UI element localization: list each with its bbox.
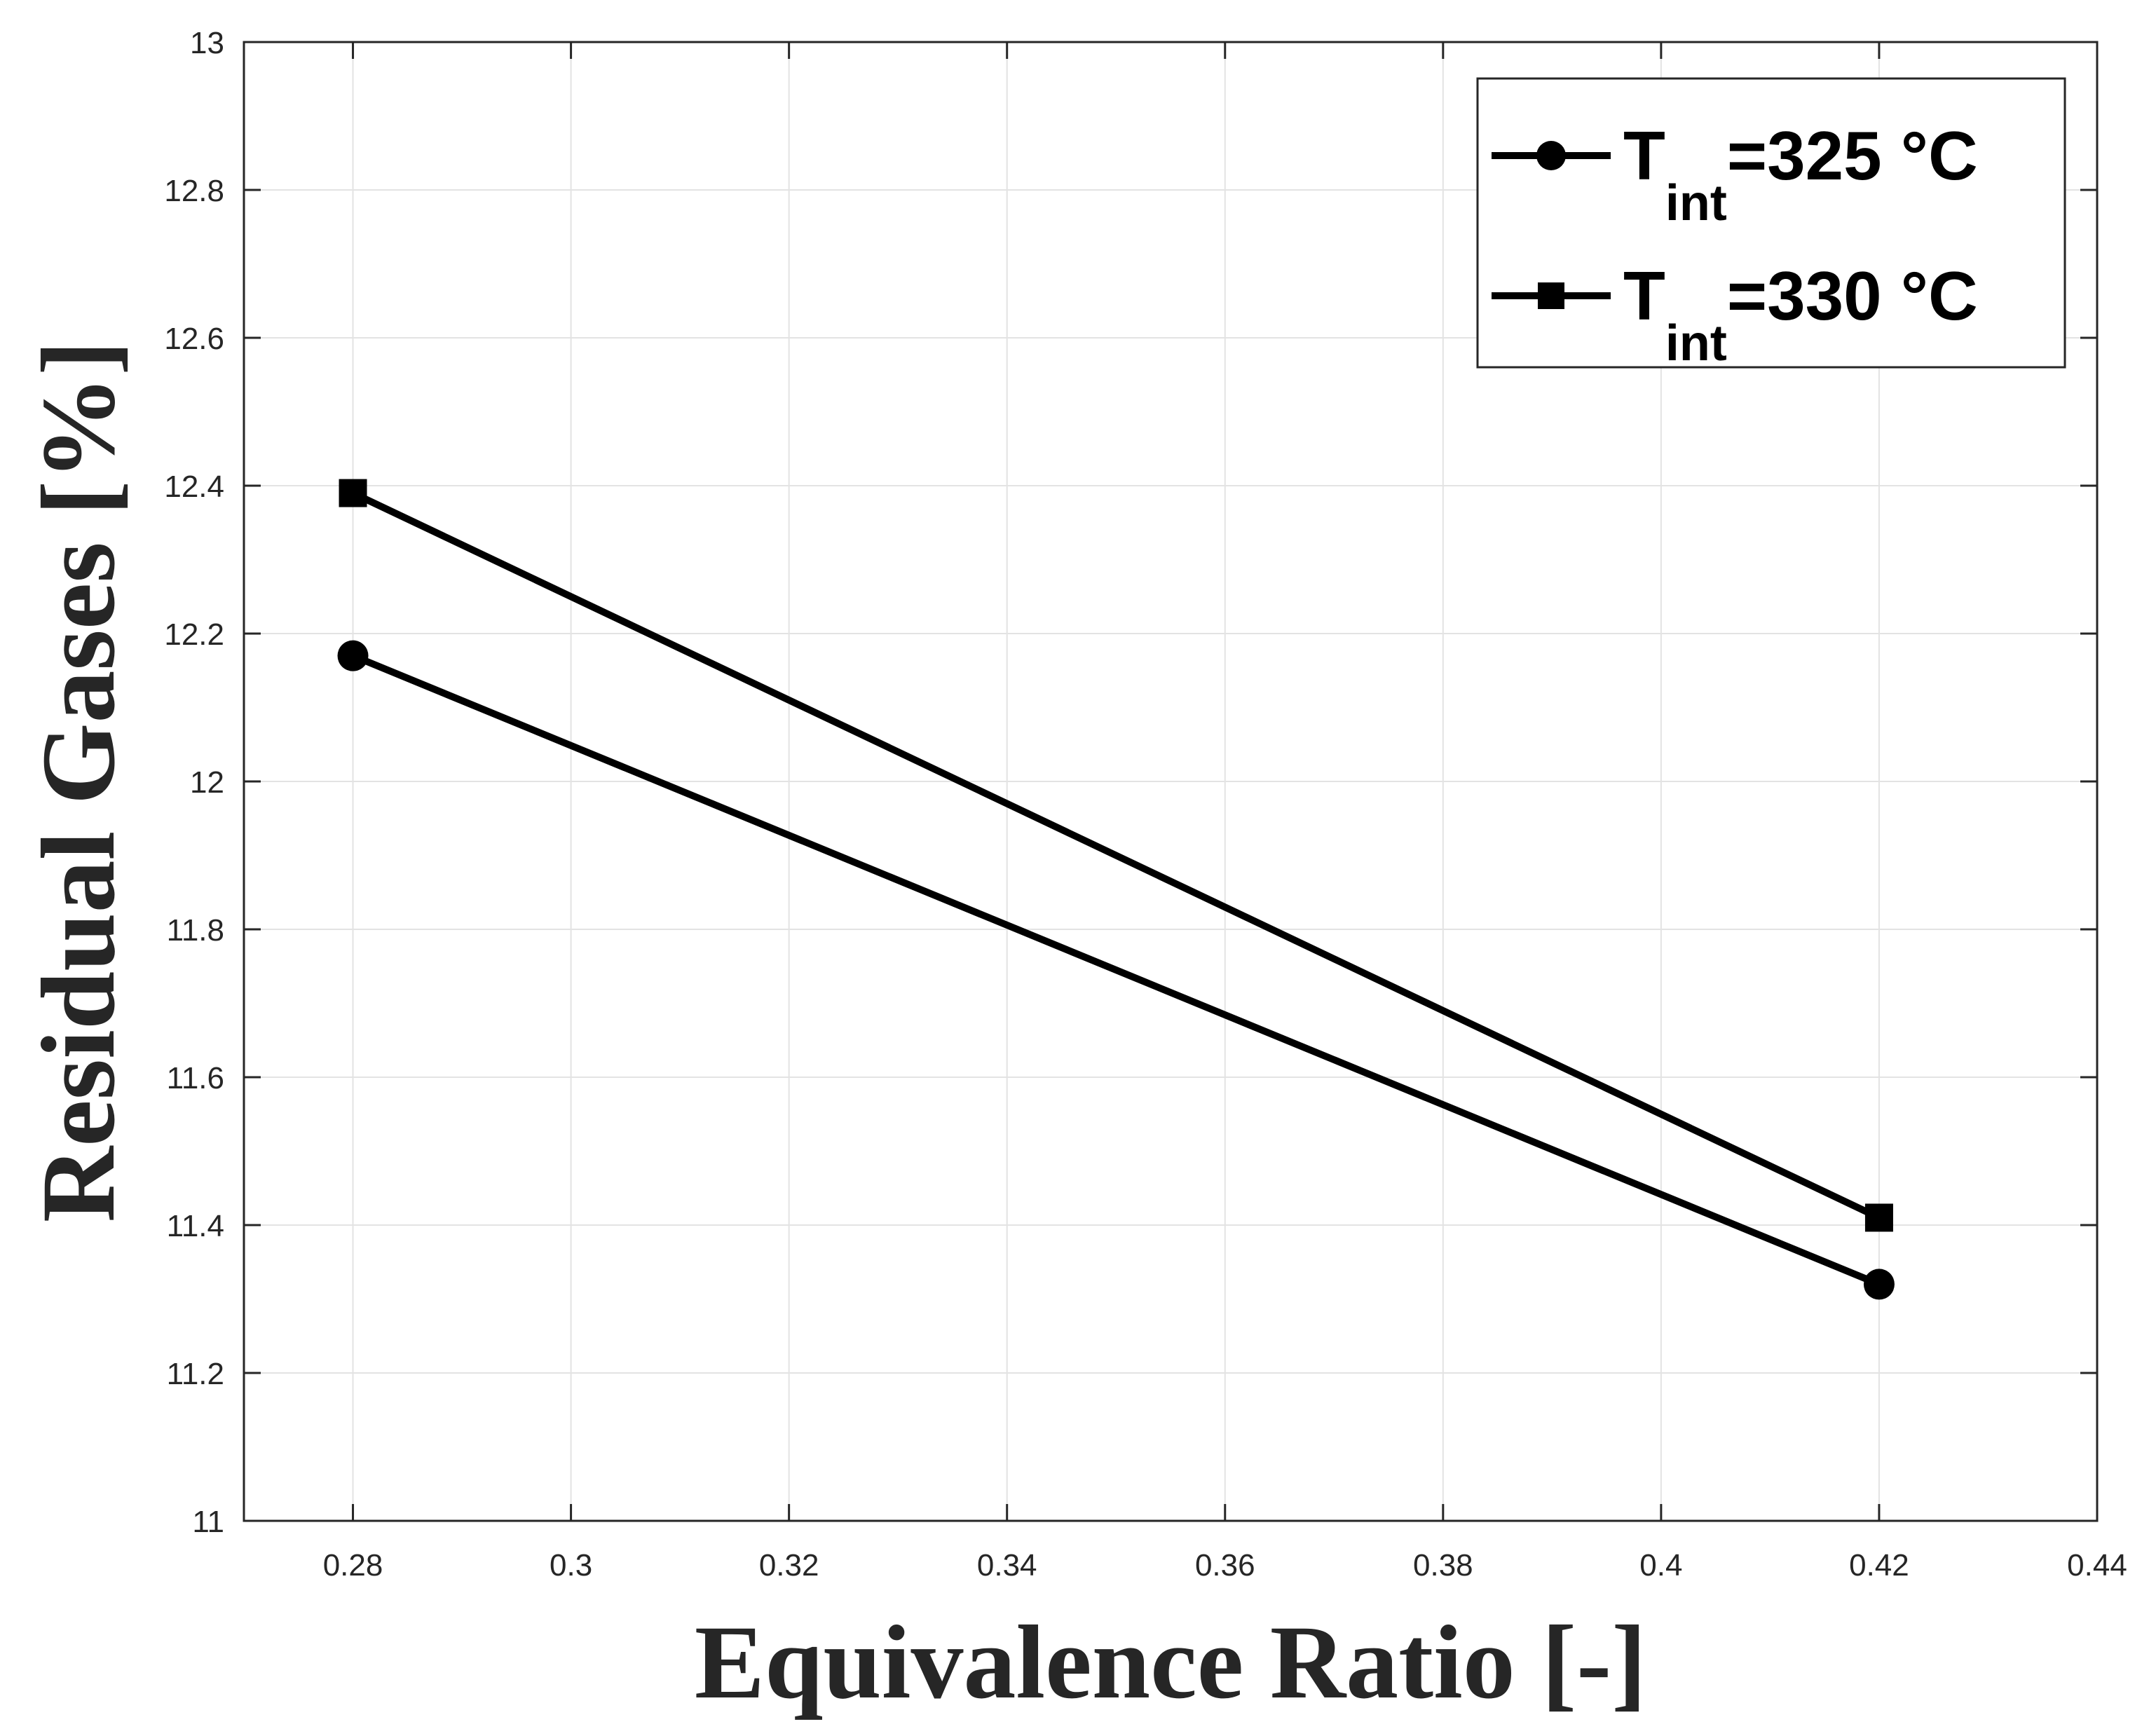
y-tick-label: 11 xyxy=(192,1505,224,1539)
data-point xyxy=(1863,1269,1895,1300)
y-tick-label: 11.4 xyxy=(167,1209,224,1243)
y-tick-label: 12.4 xyxy=(164,470,224,504)
x-tick-label: 0.4 xyxy=(1639,1548,1682,1583)
x-tick-label: 0.42 xyxy=(1849,1548,1909,1583)
x-tick-label: 0.34 xyxy=(977,1548,1037,1583)
x-axis-title: Equivalence Ratio [-] xyxy=(695,1604,1646,1721)
x-tick-label: 0.38 xyxy=(1413,1548,1473,1583)
series-2 xyxy=(339,479,1893,1232)
y-tick-label: 12.6 xyxy=(164,322,224,356)
legend-box xyxy=(1476,77,2066,369)
legend-label: Tint=330 °C xyxy=(1623,257,1978,371)
y-tick-label: 12.2 xyxy=(164,617,224,652)
legend-marker xyxy=(1538,282,1564,309)
legend-marker xyxy=(1536,141,1566,170)
data-point xyxy=(339,479,367,507)
x-tick-label: 0.28 xyxy=(323,1548,383,1583)
y-tick-label: 11.6 xyxy=(167,1061,224,1095)
y-axis-title: Residual Gases [%] xyxy=(20,341,137,1222)
x-tick-label: 0.32 xyxy=(759,1548,819,1583)
x-tick-label: 0.44 xyxy=(2067,1548,2127,1583)
data-point xyxy=(337,640,369,671)
series-line xyxy=(351,490,1881,1221)
x-tick-label: 0.3 xyxy=(550,1548,592,1583)
series-1 xyxy=(337,640,1895,1300)
y-tick-label: 11.2 xyxy=(167,1357,224,1391)
series-line xyxy=(351,652,1881,1288)
y-tick-label: 12 xyxy=(190,765,224,800)
legend-label: Tint=325 °C xyxy=(1623,117,1978,231)
legend: Tint=325 °C Tint=330 °C xyxy=(1476,77,2066,371)
y-tick-label: 12.8 xyxy=(164,174,224,208)
y-tick-label: 11.8 xyxy=(167,913,224,948)
y-tick-label: 13 xyxy=(190,26,224,60)
legend-entry: Tint=325 °C xyxy=(1492,117,1978,231)
data-point xyxy=(1864,1203,1893,1232)
axis-ticks: 0.28 0.3 0.32 0.34 0.36 0.38 0.4 0.42 0.44 11 11.2… xyxy=(164,26,2127,1583)
legend-entry: Tint=330 °C xyxy=(1492,257,1978,371)
x-tick-label: 0.36 xyxy=(1195,1548,1255,1583)
series-group xyxy=(337,479,1895,1300)
